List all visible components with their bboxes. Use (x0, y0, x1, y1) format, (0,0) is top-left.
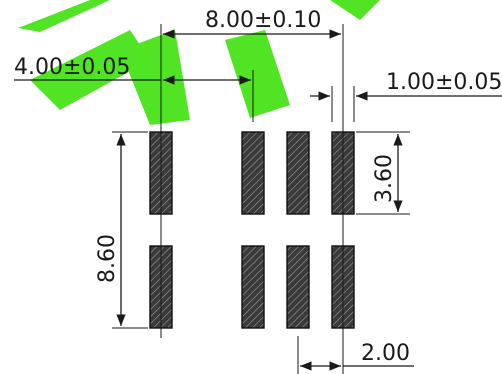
pads (149, 131, 355, 329)
pad-top-3 (286, 131, 310, 215)
dim-pitch-inner-label: 4.00±0.05 (14, 55, 130, 80)
dim-pad-pitch-label: 2.00 (361, 341, 410, 366)
dim-total-height-label: 8.60 (95, 234, 120, 283)
dim-pitch-outer-label: 8.00±0.10 (205, 8, 321, 33)
dim-pad-height: 3.60 (356, 131, 410, 215)
watermark (18, 0, 380, 125)
dim-pad-width-label: 1.00±0.05 (386, 70, 502, 95)
center-lines (160, 24, 344, 338)
pad-top-2 (241, 131, 265, 215)
dim-pitch-outer: 8.00±0.10 (163, 8, 341, 39)
dim-total-height: 8.60 (95, 131, 148, 329)
dim-pad-pitch: 2.00 (297, 336, 414, 374)
pad-bottom-2 (241, 245, 265, 329)
dim-pad-width: 1.00±0.05 (310, 70, 502, 122)
pad-bottom-3 (286, 245, 310, 329)
dim-pitch-inner: 4.00±0.05 (14, 55, 251, 85)
dim-pad-height-label: 3.60 (372, 154, 397, 203)
